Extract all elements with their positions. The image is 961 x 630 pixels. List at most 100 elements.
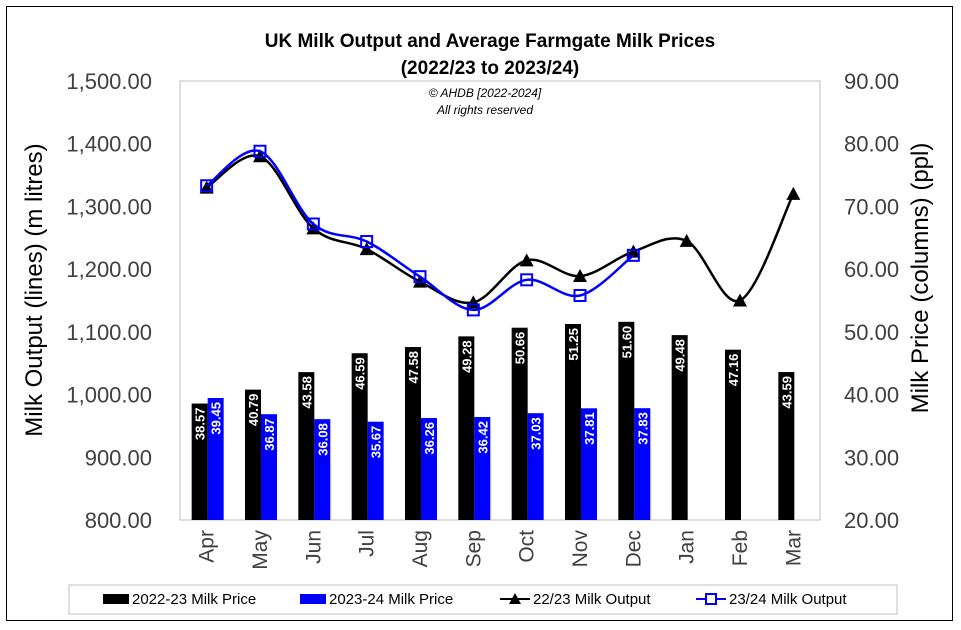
bar-data-label: 40.79 (246, 394, 261, 427)
bar-2023-24 (527, 413, 544, 520)
x-tick-label: Sep (462, 530, 485, 567)
bar-data-label: 35.67 (369, 426, 384, 459)
x-tick-label: Oct (516, 530, 539, 563)
y-left-axis: 800.00 900.00 1,000.00 1,100.00 1,200.00 1,30… (66, 69, 152, 533)
bar-data-label: 37.03 (529, 417, 544, 450)
bar-2023-24 (367, 421, 384, 520)
line-series-group (199, 144, 801, 317)
bar-2022-23 (778, 372, 795, 520)
x-tick-label: May (249, 530, 272, 570)
bar-2023-24 (207, 398, 224, 520)
line-marker-square (253, 144, 267, 158)
legend-label: 2023-24 Milk Price (329, 591, 453, 608)
line-marker-triangle (519, 253, 534, 267)
copyright-note: © AHDB [2022-2024] (429, 86, 542, 100)
chart-title-line1: UK Milk Output and Average Farmgate Milk… (265, 31, 715, 52)
line-23-24-output (205, 149, 635, 312)
line-marker-triangle (306, 221, 321, 235)
bar-2022-23 (405, 347, 421, 520)
y-right-axis-title: Milk Price (columns) (ppl) (907, 143, 934, 414)
bar-series-group: 38.57 40.79 43.58 46.59 47.58 49.28 50.66 51.25… (191, 321, 795, 520)
line-22-23-output (205, 154, 795, 305)
line-marker-triangle (359, 242, 374, 256)
y-left-tick-label: 800.00 (85, 508, 152, 533)
y-right-tick-label: 20.00 (844, 508, 899, 533)
bar-data-label: 46.59 (353, 357, 368, 390)
x-tick-label: Aug (409, 530, 432, 567)
line-marker-square (360, 235, 374, 249)
legend-marker-square (705, 593, 717, 605)
line-marker-square (466, 303, 480, 317)
y-left-tick-label: 1,300.00 (66, 194, 152, 219)
y-left-tick-label: 1,500.00 (66, 69, 152, 94)
legend: 2022-23 Milk Price 2023-24 Milk Price 22/2… (103, 591, 847, 608)
line-marker-square (413, 270, 427, 284)
y-right-tick-label: 50.00 (844, 320, 899, 345)
bar-data-label: 37.83 (635, 412, 650, 445)
y-right-tick-label: 60.00 (844, 257, 899, 282)
x-tick-label: Mar (782, 530, 805, 566)
legend-swatch-bar (103, 594, 129, 604)
line-marker-triangle (733, 293, 747, 307)
bar-data-label: 50.66 (513, 332, 528, 365)
legend-box (68, 584, 898, 615)
line-marker-triangle (573, 269, 587, 283)
bar-2022-23 (191, 403, 208, 520)
legend-label: 23/24 Milk Output (729, 591, 847, 608)
bar-data-label: 36.87 (262, 418, 277, 451)
y-right-tick-label: 80.00 (844, 132, 899, 157)
x-tick-label: Nov (569, 530, 592, 568)
bar-data-label: 37.81 (582, 412, 597, 445)
y-left-tick-label: 1,000.00 (66, 383, 152, 408)
line-marker-triangle (679, 233, 694, 247)
line-marker-triangle (786, 186, 801, 200)
line-marker-square (626, 248, 640, 262)
y-left-axis-title: Milk Output (lines) (m litres) (21, 143, 48, 436)
y-right-tick-label: 90.00 (844, 69, 899, 94)
bar-2023-24 (421, 418, 437, 520)
bar-data-label: 51.60 (619, 326, 634, 359)
y-right-tick-label: 70.00 (844, 194, 899, 219)
x-tick-label: Dec (622, 530, 645, 567)
line-marker-square (520, 273, 534, 287)
rights-note: All rights reserved (436, 103, 533, 117)
x-tick-label: Jun (302, 530, 325, 564)
bar-data-label: 39.45 (209, 402, 224, 435)
bar-2023-24 (261, 414, 277, 520)
y-right-axis: 20.00 30.00 40.00 50.00 60.00 70.00 80.00 90.00 (844, 69, 899, 533)
plot-area (179, 80, 821, 521)
x-tick-label: Apr (196, 530, 219, 563)
bar-2022-23 (725, 349, 741, 520)
bar-2023-24 (314, 419, 331, 520)
bar-data-label: 36.26 (422, 422, 437, 455)
line-marker-square (200, 179, 214, 193)
chart-title-line2: (2022/23 to 2023/24) (401, 58, 580, 79)
legend-swatch-bar (300, 594, 326, 604)
bar-data-label: 43.59 (779, 376, 794, 409)
x-tick-label: Jan (676, 530, 699, 564)
legend-label: 22/23 Milk Output (533, 591, 651, 608)
bar-2023-24 (474, 417, 491, 520)
y-right-tick-label: 40.00 (844, 383, 899, 408)
bar-2023-24 (634, 408, 651, 520)
y-left-tick-label: 1,400.00 (66, 132, 152, 157)
bar-2022-23 (298, 372, 315, 520)
bar-2022-23 (565, 324, 581, 520)
bar-2022-23 (245, 389, 261, 520)
bar-data-label: 36.08 (315, 423, 330, 456)
bar-2023-24 (581, 408, 597, 520)
bar-2022-23 (671, 335, 688, 520)
x-tick-label: Feb (729, 530, 752, 566)
line-marker-square (573, 288, 587, 302)
bar-2022-23 (458, 336, 475, 520)
y-left-tick-label: 900.00 (85, 445, 152, 470)
bar-data-label: 47.16 (726, 354, 741, 387)
bar-data-label: 49.28 (459, 340, 474, 373)
line-marker-triangle (626, 244, 641, 258)
x-tick-label: Jul (356, 530, 379, 557)
y-left-tick-label: 1,200.00 (66, 257, 152, 282)
line-marker-square (306, 217, 320, 231)
bar-data-label: 43.58 (299, 376, 314, 409)
bar-data-label: 36.42 (475, 421, 490, 454)
